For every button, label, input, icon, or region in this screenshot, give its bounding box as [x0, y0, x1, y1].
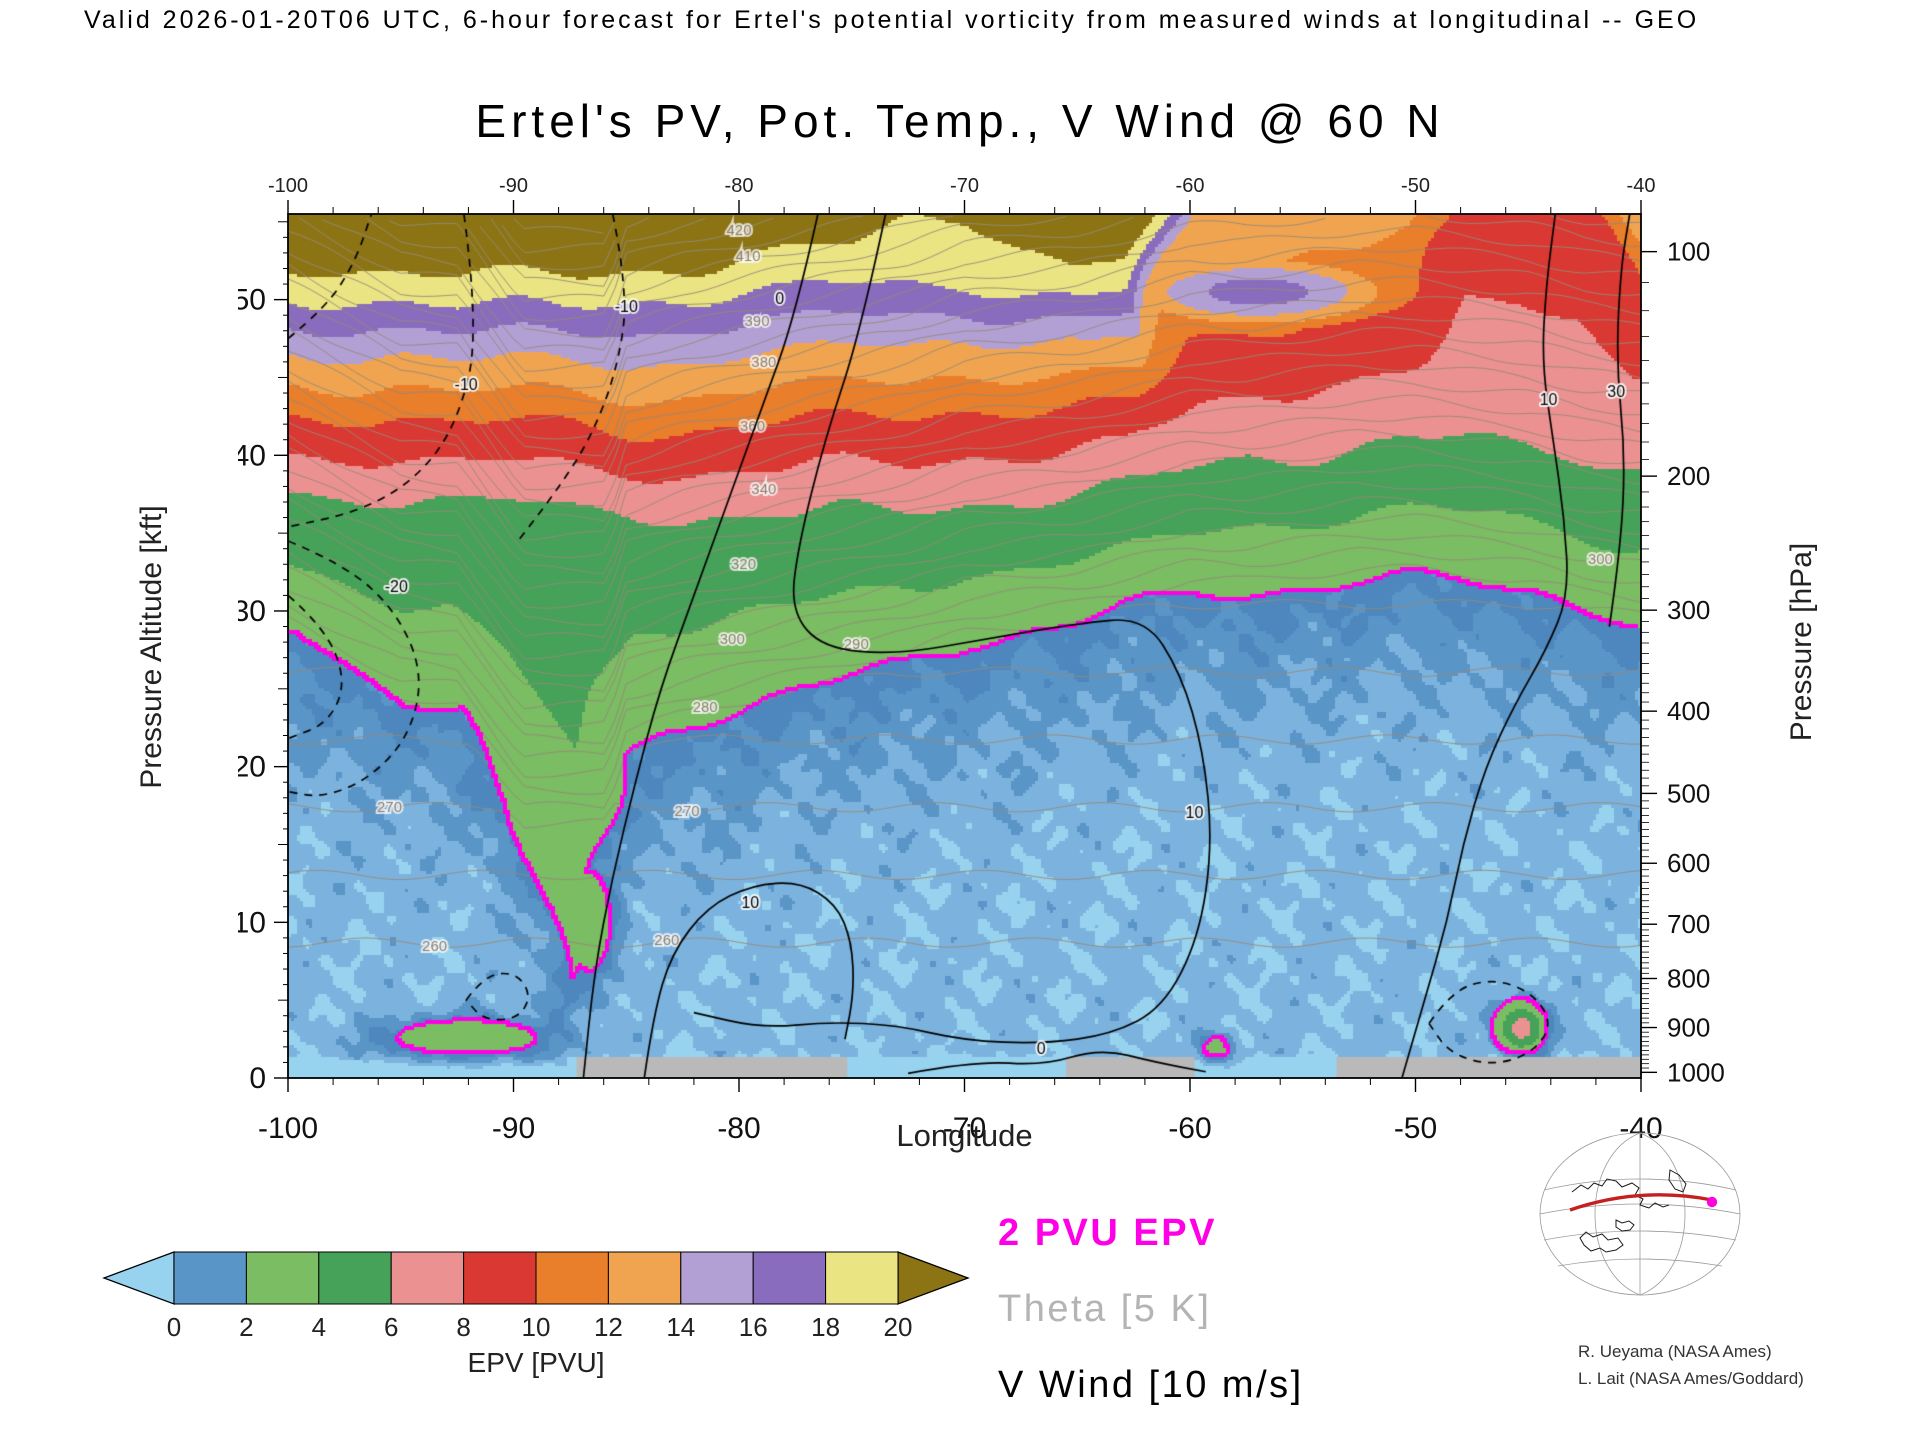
colorbar-segment: [535, 1251, 609, 1305]
hpa-tick-label: 700: [1667, 909, 1710, 939]
colorbar-tick-label: 6: [384, 1312, 398, 1342]
kft-tick-label: 30: [238, 595, 266, 628]
colorbar-tick-label: 0: [167, 1312, 181, 1342]
x-top-tick-label: -70: [950, 175, 979, 197]
hpa-tick-label: 600: [1667, 848, 1710, 878]
locator-map: [1539, 1132, 1741, 1296]
x-top-tick-label: -50: [1401, 175, 1430, 197]
colorbar-under-arrow: [102, 1251, 175, 1305]
colorbar-tick-label: 18: [811, 1312, 840, 1342]
x-top-tick-label: -60: [1176, 175, 1205, 197]
kft-tick-label: 20: [238, 751, 266, 784]
map-graticule: [1539, 1132, 1741, 1296]
hpa-tick-label: 1000: [1667, 1057, 1725, 1087]
colorbar-segment: [607, 1251, 682, 1305]
legend-v-wind-contours: V Wind [10 m/s]: [998, 1364, 1304, 1406]
hpa-tick-label: 200: [1667, 461, 1710, 491]
colorbar-tick-label: 10: [522, 1312, 551, 1342]
valid-time-header: Valid 2026-01-20T06 UTC, 6-hour forecast…: [84, 6, 1700, 34]
map-location-dot: [1706, 1196, 1718, 1208]
kft-tick-label: 0: [249, 1062, 266, 1095]
hpa-tick-label: 400: [1667, 696, 1710, 726]
colorbar-segment: [318, 1251, 392, 1305]
legend: 2 PVU EPV Theta [5 K] V Wind [10 m/s]: [998, 1212, 1304, 1440]
epv-cross-section-canvas: [288, 214, 1641, 1078]
hpa-tick-label: 900: [1667, 1013, 1710, 1043]
kft-tick-label: 50: [238, 284, 266, 317]
colorbar-over-arrow: [897, 1251, 970, 1305]
legend-theta-contours: Theta [5 K]: [998, 1288, 1212, 1330]
colorbar-segment: [245, 1251, 320, 1305]
colorbar-tick-label: 14: [666, 1312, 695, 1342]
colorbar-tick-label: 12: [594, 1312, 623, 1342]
colorbar-title: EPV [PVU]: [468, 1347, 605, 1378]
x-axis-title: Longitude: [896, 1118, 1033, 1153]
colorbar-segment: [173, 1251, 247, 1305]
hpa-tick-label: 100: [1667, 237, 1710, 267]
credit-line-1: R. Ueyama (NASA Ames): [1578, 1342, 1772, 1361]
colorbar-segment: [390, 1251, 465, 1305]
colorbar-segment: [680, 1251, 754, 1305]
colorbar-tick-label: 16: [739, 1312, 768, 1342]
colorbar-segment: [463, 1251, 537, 1305]
hpa-tick-label: 800: [1667, 963, 1710, 993]
hpa-tick-label: 500: [1667, 778, 1710, 808]
credit-line-2: L. Lait (NASA Ames/Goddard): [1578, 1369, 1804, 1388]
colorbar-tick-label: 20: [884, 1312, 913, 1342]
legend-2pvu-contour: 2 PVU EPV: [998, 1212, 1217, 1254]
epv-colorbar: 0 2 4 6 8 10 12 14 16 18 20 EPV [PVU]: [102, 1251, 970, 1378]
kft-tick-label: 40: [238, 439, 266, 472]
map-cross-section-path: [1569, 1193, 1713, 1212]
x-top-tick-label: -80: [725, 175, 754, 197]
colorbar-segment: [825, 1251, 899, 1305]
x-top-tick-label: -100: [268, 175, 308, 197]
hpa-tick-label: 300: [1667, 595, 1710, 625]
left-axis-title: Pressure Altitude [kft]: [135, 505, 168, 789]
colorbar-segment: [752, 1251, 827, 1305]
kft-tick-label: 10: [238, 906, 266, 939]
x-top-tick-label: -40: [1627, 175, 1656, 197]
colorbar-tick-label: 4: [312, 1312, 326, 1342]
colorbar-tick-label: 8: [456, 1312, 470, 1342]
colorbar-tick-label: 2: [239, 1312, 253, 1342]
plot-title: Ertel's PV, Pot. Temp., V Wind @ 60 N: [475, 95, 1445, 147]
right-axis-title: Pressure [hPa]: [1785, 542, 1818, 742]
map-coastlines: [1571, 1169, 1687, 1253]
x-top-tick-label: -90: [499, 175, 528, 197]
credits: R. Ueyama (NASA Ames) L. Lait (NASA Ames…: [1578, 1338, 1804, 1392]
